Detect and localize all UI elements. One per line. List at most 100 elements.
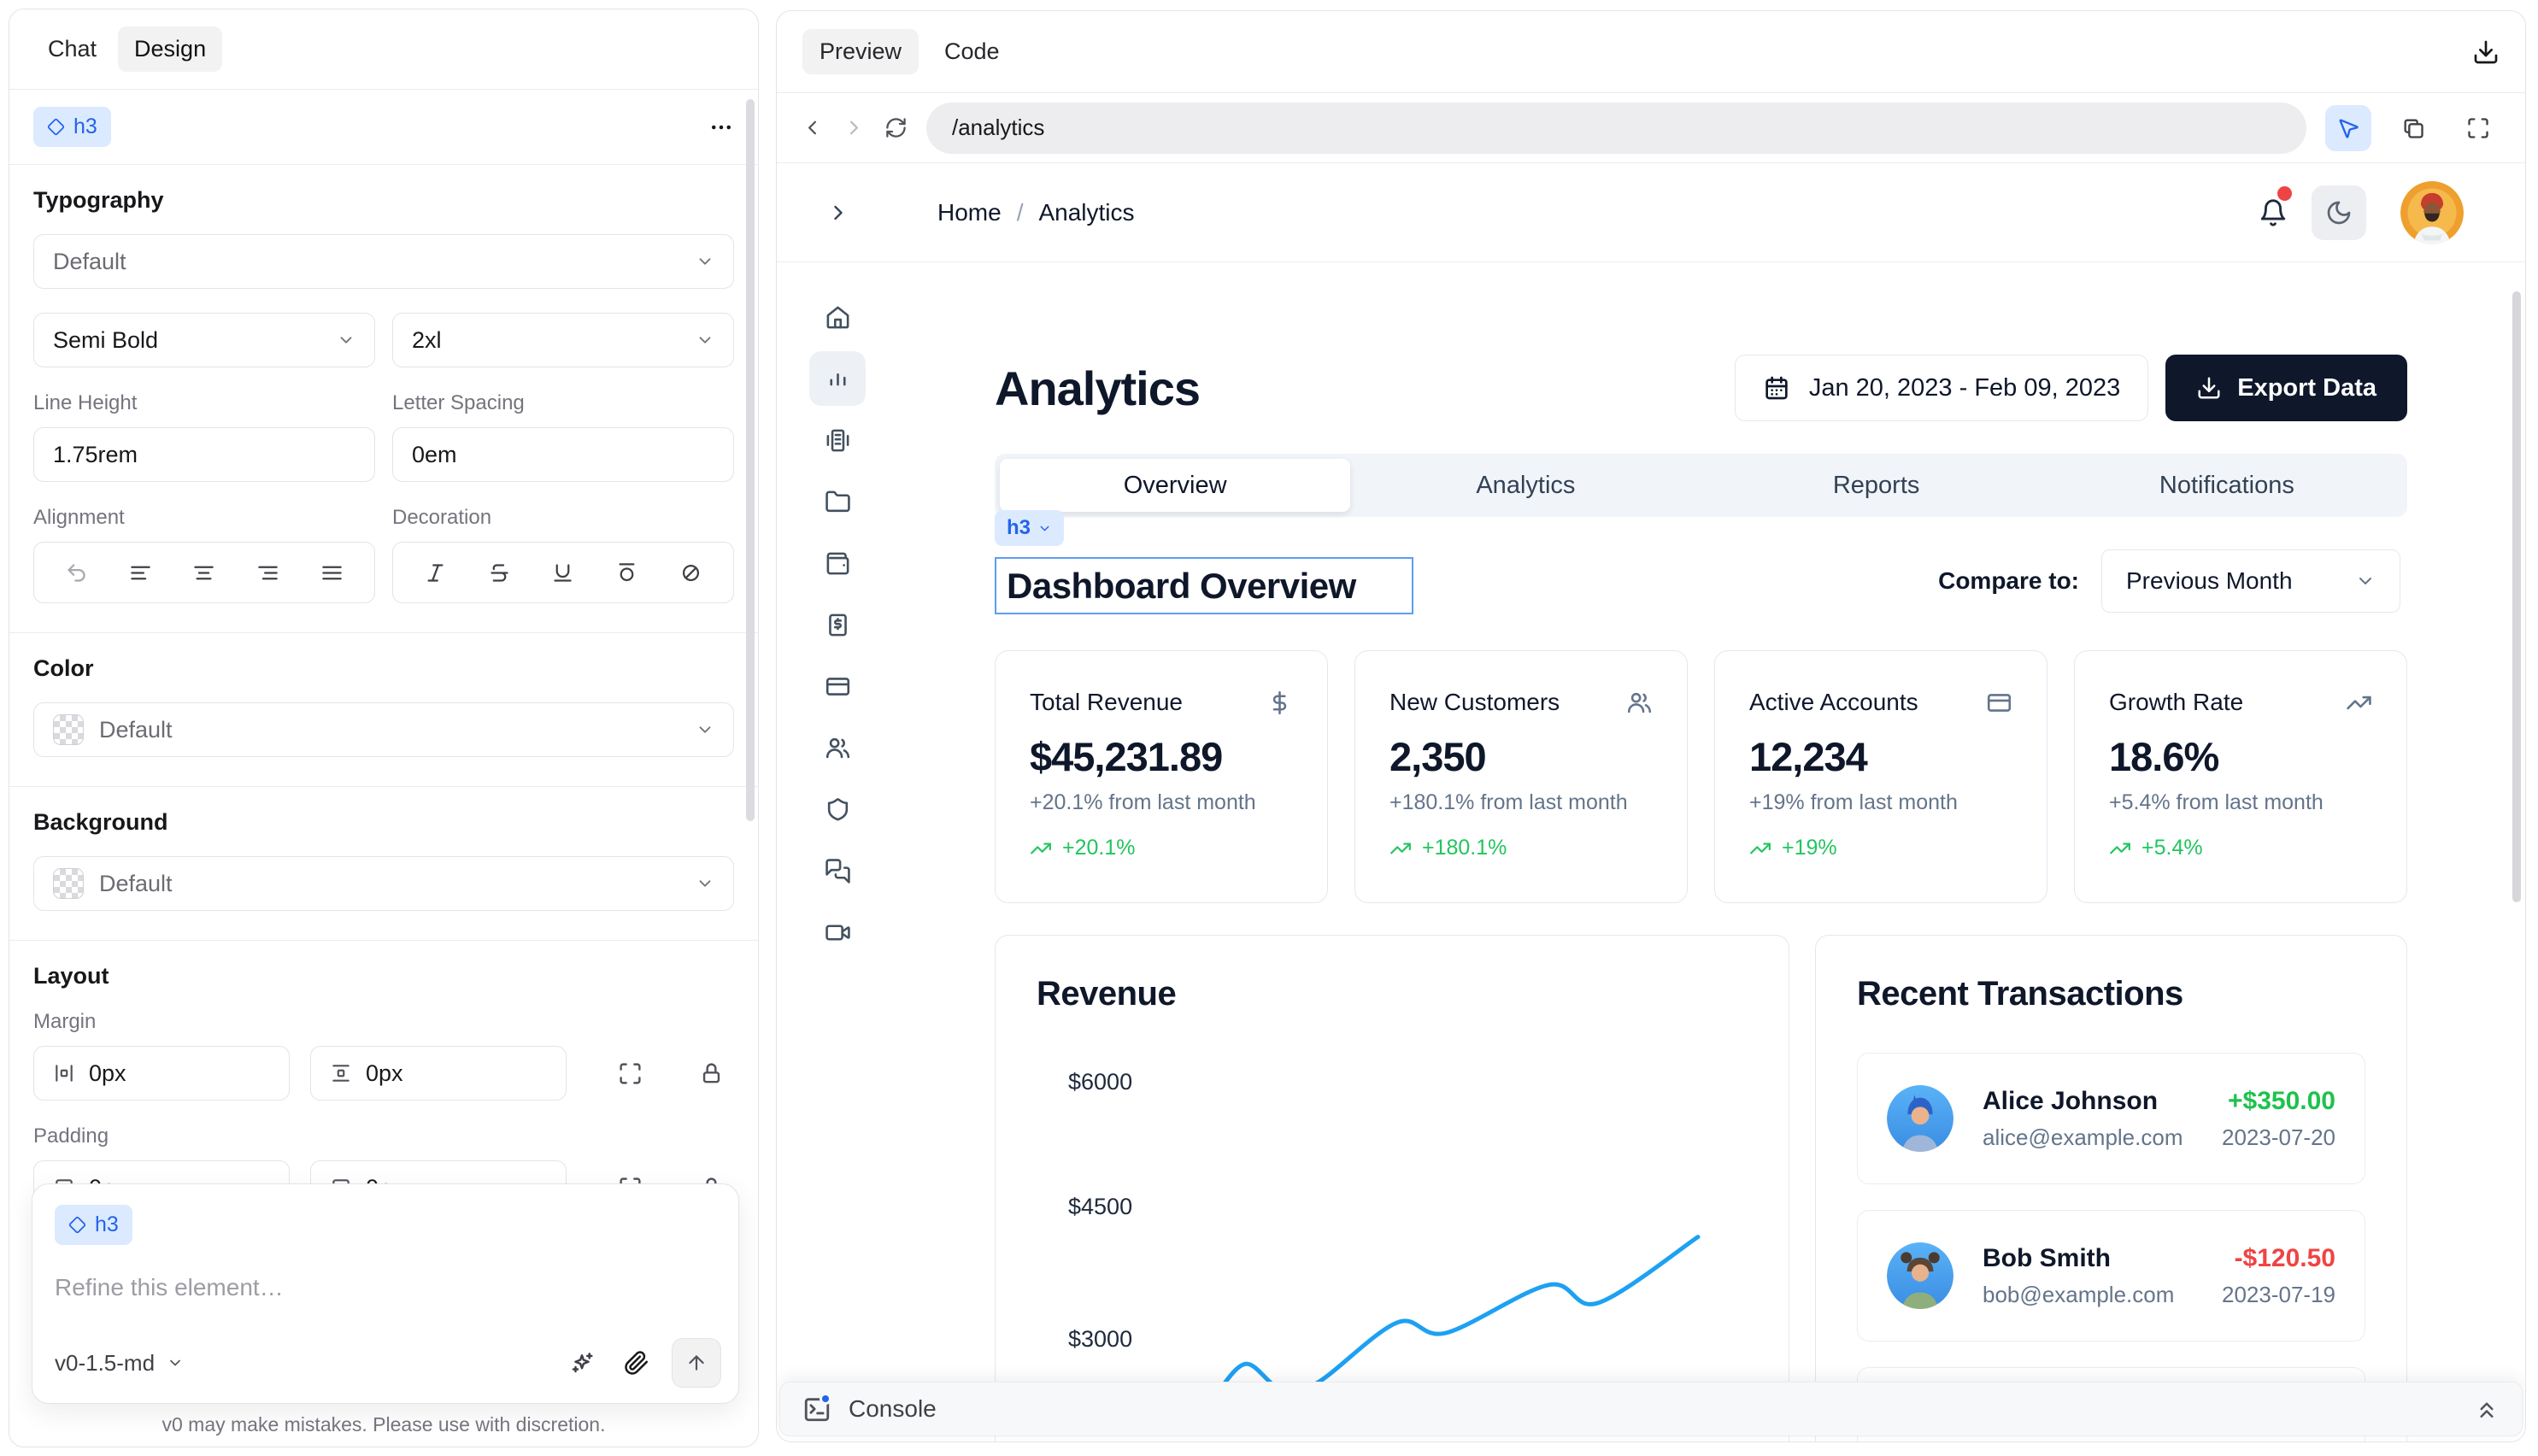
sidebar-item-home[interactable] xyxy=(809,290,866,344)
refine-input[interactable]: Refine this element… xyxy=(55,1274,284,1300)
pointer-icon xyxy=(2336,116,2360,140)
more-options-button[interactable] xyxy=(708,114,734,140)
export-data-button[interactable]: Export Data xyxy=(2165,355,2407,421)
console-bar[interactable]: Console xyxy=(779,1382,2523,1436)
stat-card: Active Accounts 12,234 +19% from last mont… xyxy=(1714,650,2047,903)
selected-element-chip[interactable]: h3 xyxy=(33,107,111,147)
sidebar-item-shield[interactable] xyxy=(809,782,866,837)
sidebar-toggle-icon[interactable] xyxy=(826,201,850,225)
bell-icon[interactable] xyxy=(2259,198,2288,227)
breadcrumb-home[interactable]: Home xyxy=(937,198,1002,226)
slash-zero-icon[interactable] xyxy=(679,561,702,584)
url-input[interactable]: /analytics xyxy=(926,102,2306,154)
sidebar-item-folder[interactable] xyxy=(809,474,866,529)
expand-icon[interactable] xyxy=(618,1061,643,1086)
stat-value: 2,350 xyxy=(1389,734,1487,779)
composer-element-chip[interactable]: h3 xyxy=(55,1205,132,1245)
sidebar-item-credit-card[interactable] xyxy=(809,659,866,713)
lock-icon[interactable] xyxy=(699,1061,724,1086)
sparkles-icon[interactable] xyxy=(569,1350,595,1376)
stats-grid: Total Revenue $45,231.89 +20.1% from last … xyxy=(995,650,2407,903)
align-center-icon[interactable] xyxy=(192,561,215,584)
breadcrumb-analytics[interactable]: Analytics xyxy=(1038,198,1135,226)
color-section: Color Default xyxy=(9,632,758,786)
download-icon[interactable] xyxy=(2472,38,2500,66)
inspect-pointer-button[interactable] xyxy=(2325,104,2371,151)
stat-change: +5.4% from last month xyxy=(2109,790,2324,814)
margin-y-input[interactable]: 0px xyxy=(310,1046,567,1101)
theme-toggle-button[interactable] xyxy=(2312,185,2366,240)
background-select[interactable]: Default xyxy=(33,856,734,911)
stat-change: +20.1% from last month xyxy=(1030,790,1256,814)
user-avatar[interactable] xyxy=(2400,180,2464,244)
overline-icon[interactable] xyxy=(615,561,638,584)
chevron-down-icon xyxy=(696,874,714,893)
italic-icon[interactable] xyxy=(424,561,447,584)
font-size-select[interactable]: 2xl xyxy=(392,313,734,367)
app-sidebar xyxy=(777,262,898,960)
credit-card-icon xyxy=(825,673,851,700)
back-icon[interactable] xyxy=(801,116,824,139)
transaction-email: alice@example.com xyxy=(1983,1124,2183,1150)
tab-notifications[interactable]: Notifications xyxy=(2159,471,2294,499)
tab-overview[interactable]: Overview xyxy=(1000,459,1351,512)
model-select[interactable]: v0-1.5-md xyxy=(55,1350,184,1377)
tab-code[interactable]: Code xyxy=(944,38,1000,64)
font-family-select[interactable]: Default xyxy=(33,234,734,289)
letter-spacing-input[interactable]: 0em xyxy=(392,427,734,482)
design-panel: Chat Design h3 Typography Default Semi B… xyxy=(9,9,759,1447)
align-left-icon[interactable] xyxy=(129,561,152,584)
messages-icon xyxy=(825,858,851,884)
font-weight-select[interactable]: Semi Bold xyxy=(33,313,375,367)
selection-tag-pill[interactable]: h3 xyxy=(995,510,1065,546)
tab-reports[interactable]: Reports xyxy=(1832,471,1920,499)
refresh-icon[interactable] xyxy=(884,116,908,139)
sidebar-item-receipt[interactable] xyxy=(809,597,866,652)
tab-analytics[interactable]: Analytics xyxy=(1476,471,1576,499)
line-height-label: Line Height xyxy=(33,391,138,414)
sidebar-item-users[interactable] xyxy=(809,720,866,775)
copy-button[interactable] xyxy=(2390,105,2436,151)
undo-icon[interactable] xyxy=(65,561,88,584)
divider xyxy=(9,89,758,90)
page-title: Analytics xyxy=(995,361,1201,415)
chevrons-up-icon[interactable] xyxy=(2474,1396,2500,1422)
forward-icon[interactable] xyxy=(843,116,866,139)
sidebar-item-video[interactable] xyxy=(809,905,866,960)
line-height-input[interactable]: 1.75rem xyxy=(33,427,375,482)
y-axis-tick: $4500 xyxy=(1068,1194,1133,1219)
tab-chat[interactable]: Chat xyxy=(48,36,97,62)
transaction-date: 2023-07-19 xyxy=(2222,1281,2335,1307)
underline-icon[interactable] xyxy=(551,561,574,584)
sidebar-item-wallet[interactable] xyxy=(809,536,866,590)
send-button[interactable] xyxy=(672,1338,721,1388)
date-range-button[interactable]: Jan 20, 2023 - Feb 09, 2023 xyxy=(1734,355,2149,421)
selected-heading-outline[interactable]: Dashboard Overview xyxy=(995,557,1413,614)
scrollbar-thumb[interactable] xyxy=(2512,291,2521,902)
sidebar-item-fax[interactable] xyxy=(809,413,866,467)
users-icon xyxy=(825,735,851,761)
chevron-down-icon xyxy=(696,252,714,271)
trending-up-icon xyxy=(1389,837,1412,860)
transaction-row[interactable]: Alice Johnson alice@example.com +$350.00 20… xyxy=(1857,1053,2365,1184)
align-right-icon[interactable] xyxy=(256,561,279,584)
strikethrough-icon[interactable] xyxy=(488,561,511,584)
console-notification-dot xyxy=(820,1393,831,1405)
fullscreen-button[interactable] xyxy=(2455,105,2501,151)
attach-button[interactable] xyxy=(624,1350,649,1376)
compare-select[interactable]: Previous Month xyxy=(2101,549,2400,613)
stat-trend: +19% xyxy=(1749,836,2012,860)
margin-horizontal-icon xyxy=(53,1062,75,1084)
transaction-row[interactable]: Bob Smith bob@example.com -$120.50 2023-07-… xyxy=(1857,1210,2365,1342)
tab-preview[interactable]: Preview xyxy=(802,29,919,74)
tab-design[interactable]: Design xyxy=(118,26,223,72)
stat-card: New Customers 2,350 +180.1% from last mont… xyxy=(1354,650,1688,903)
margin-x-input[interactable]: 0px xyxy=(33,1046,290,1101)
color-select[interactable]: Default xyxy=(33,702,734,757)
stat-card: Growth Rate 18.6% +5.4% from last month +5.… xyxy=(2074,650,2407,903)
scrollbar-thumb[interactable] xyxy=(746,99,755,821)
sidebar-item-bar-chart[interactable] xyxy=(809,351,866,406)
sidebar-item-messages[interactable] xyxy=(809,843,866,898)
align-justify-icon[interactable] xyxy=(320,561,344,584)
chevron-down-icon xyxy=(2355,571,2376,591)
